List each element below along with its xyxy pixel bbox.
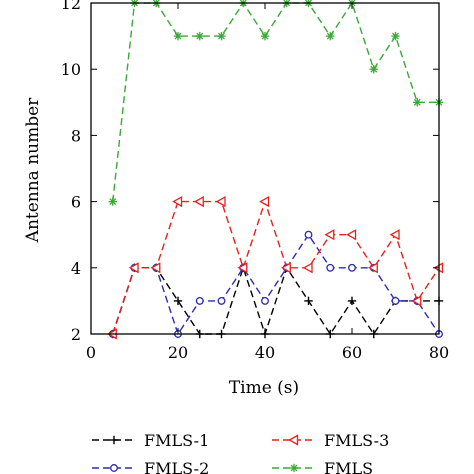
data-point [391,296,400,305]
legend-marker [109,435,119,445]
plot-area [106,0,444,340]
data-point [389,229,400,241]
data-point [348,263,356,272]
data-point [237,262,248,274]
y-tick-label: 8 [71,126,81,145]
data-point [217,296,226,305]
legend-item: FMLS [272,459,373,474]
data-point [259,195,270,208]
x-tick-label: 0 [86,343,96,362]
data-point [411,295,422,307]
data-point [217,31,226,41]
legend: FMLS-1 FMLS-2 FMLS-3 FMLS [92,431,389,474]
legend-item: FMLS-2 [92,459,209,474]
series-line [112,1,439,202]
x-axis-label: Time (s) [229,378,299,398]
data-point [193,195,204,208]
x-tick-label: 60 [342,343,362,362]
legend-item: FMLS-1 [92,431,209,450]
legend-marker [288,434,299,446]
y-tick-label: 6 [71,193,81,212]
data-point [413,98,422,107]
legend-marker [289,463,299,473]
data-point [347,296,357,306]
legend-label: FMLS-1 [144,431,209,450]
data-point [391,31,400,41]
data-point [326,263,335,272]
x-tick-label: 20 [168,343,188,362]
data-point [346,229,357,241]
data-point [195,296,204,305]
series-fmls [108,0,444,206]
data-point [195,31,204,41]
data-point [173,296,183,306]
y-tick-label: 2 [71,325,81,344]
y-tick-label: 10 [61,60,81,79]
y-axis-label: Antenna number [23,97,43,244]
series-fmls-3 [106,195,444,340]
data-point [304,296,313,306]
data-point [128,262,139,274]
x-tick-label: 80 [429,343,449,362]
series-line [112,233,440,336]
y-tick-label: 4 [71,259,81,278]
data-point [260,31,270,41]
data-point [324,229,335,241]
legend-item: FMLS-3 [272,431,389,450]
data-point [150,262,161,274]
data-point [261,296,269,305]
series-line [112,199,440,335]
data-point [369,65,378,74]
x-tick-label: 40 [255,343,275,362]
legend-label: FMLS-3 [324,431,389,450]
data-point [215,195,226,208]
data-point [108,197,117,206]
data-point [172,195,183,208]
legend-label: FMLS-2 [144,459,209,474]
data-point [173,31,183,41]
y-tick-label: 12 [61,0,81,13]
data-point [280,262,291,274]
data-point [367,262,378,274]
axes: 0 20 40 60 80 2 4 6 8 10 12 [61,0,450,362]
data-point [304,230,313,239]
series-fmls-2 [108,230,443,338]
data-point [302,262,313,274]
legend-label: FMLS [324,459,373,474]
legend-marker [110,464,118,472]
data-point [326,31,335,41]
plot-frame [90,2,440,335]
series-line [112,265,439,337]
